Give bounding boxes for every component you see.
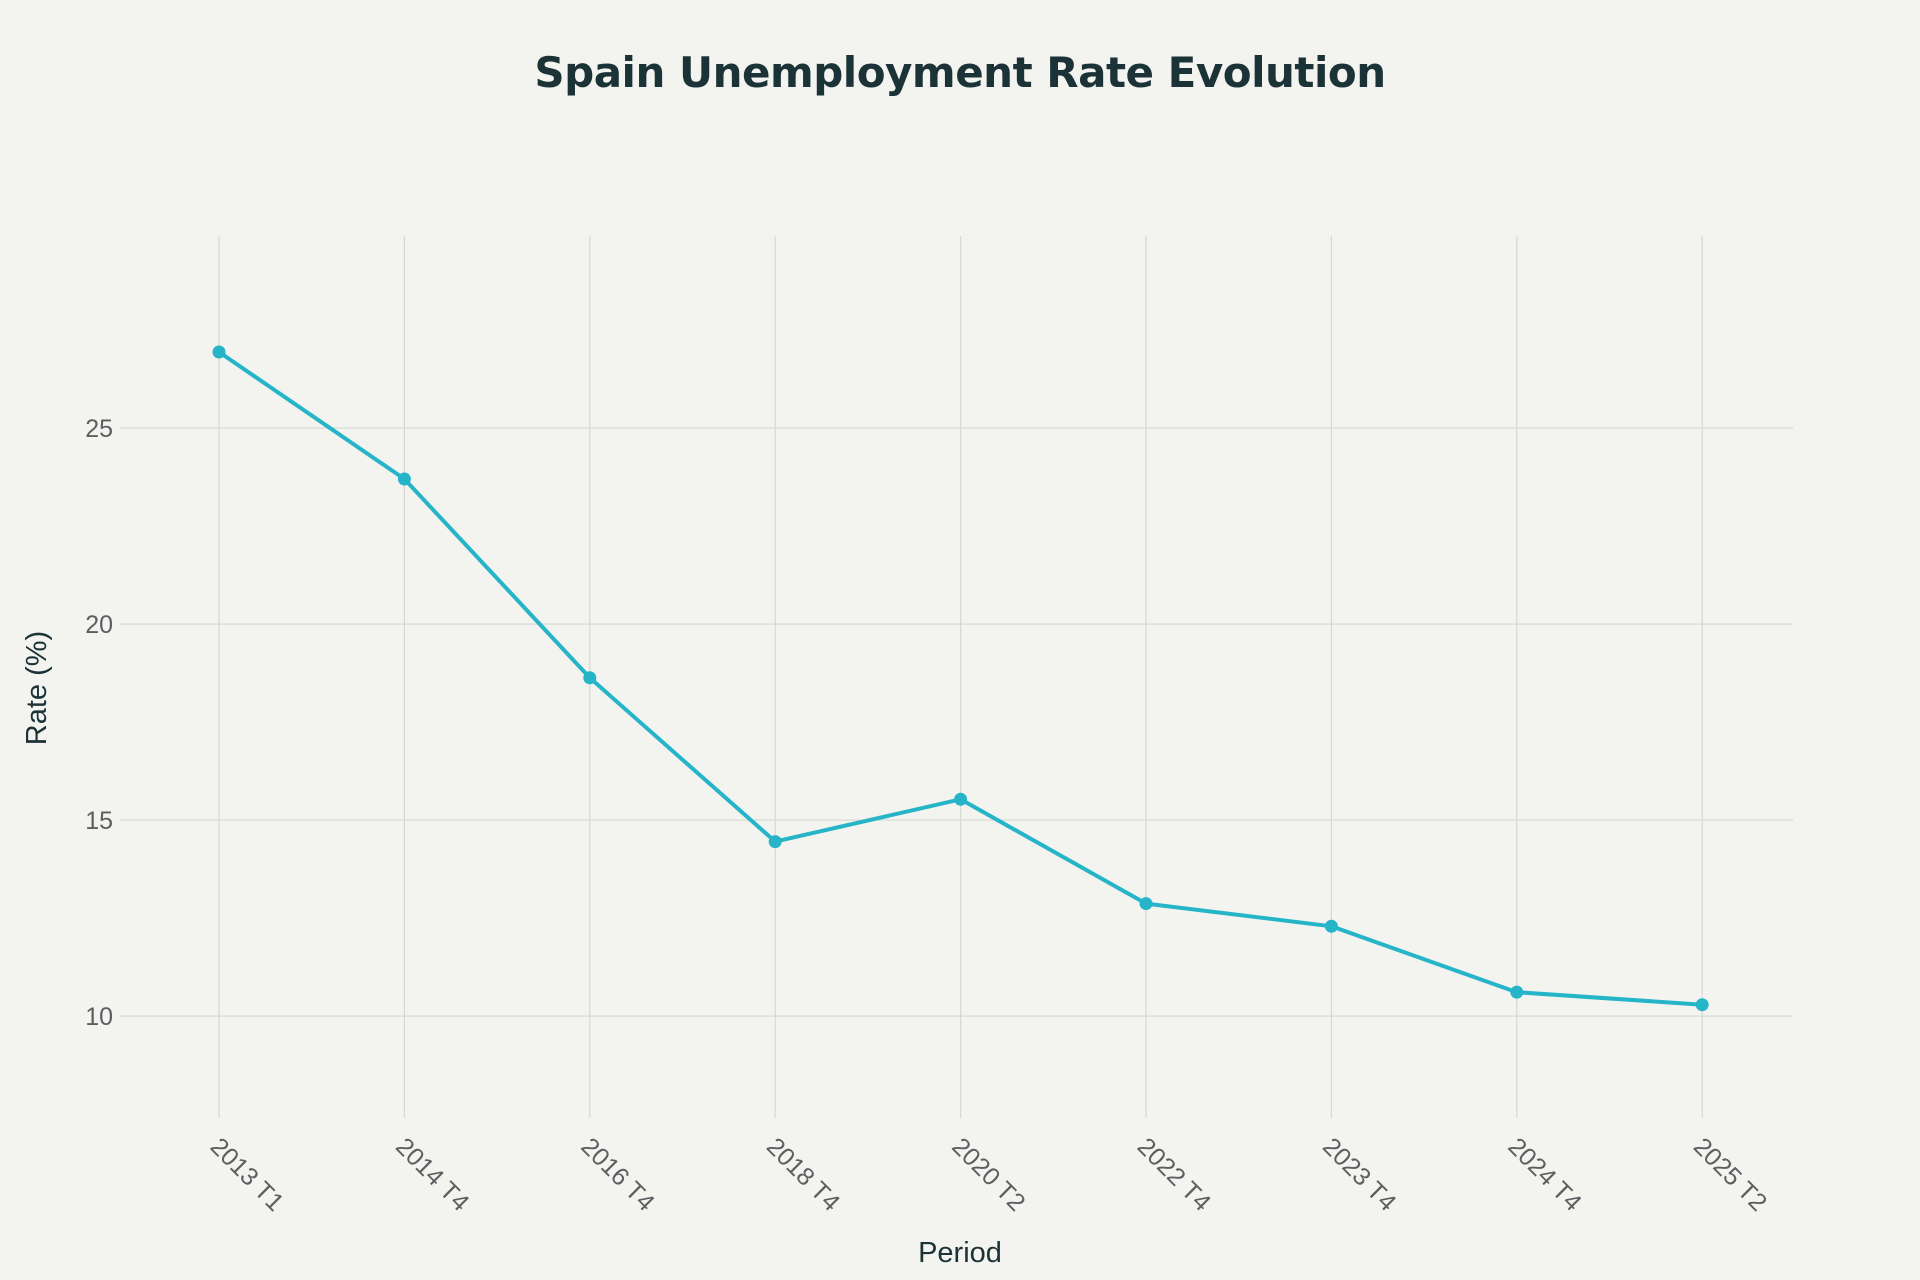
y-axis-title: Rate (%) — [21, 631, 53, 745]
y-tick-label: 15 — [85, 807, 113, 835]
data-point — [954, 792, 968, 806]
data-point — [583, 671, 597, 685]
data-point — [1510, 985, 1524, 999]
x-tick-label: 2020 T2 — [946, 1132, 1030, 1216]
data-point — [768, 835, 782, 849]
data-point — [1695, 998, 1709, 1012]
x-tick-label: 2022 T4 — [1132, 1132, 1216, 1216]
y-tick-label: 10 — [85, 1003, 113, 1031]
tick-labels: 2013 T1 2014 T4 2016 T4 2018 T4 2020 T2 2022 … — [85, 415, 1772, 1217]
x-tick-label: 2016 T4 — [576, 1132, 660, 1216]
chart-title: Spain Unemployment Rate Evolution — [534, 48, 1386, 97]
data-point — [397, 472, 411, 486]
gridlines — [120, 236, 1793, 1118]
series-points — [212, 345, 1709, 1012]
data-point — [212, 345, 226, 359]
data-point — [1139, 897, 1153, 911]
x-axis-title: Period — [918, 1237, 1002, 1269]
y-tick-label: 20 — [85, 611, 113, 639]
x-tick-label: 2025 T2 — [1688, 1132, 1772, 1216]
x-tick-label: 2014 T4 — [390, 1132, 474, 1216]
x-tick-label: 2018 T4 — [761, 1132, 845, 1216]
x-tick-label: 2024 T4 — [1503, 1132, 1587, 1216]
data-point — [1324, 919, 1338, 933]
x-tick-label: 2013 T1 — [205, 1132, 289, 1216]
y-tick-label: 25 — [85, 415, 113, 443]
x-tick-label: 2023 T4 — [1317, 1132, 1401, 1216]
